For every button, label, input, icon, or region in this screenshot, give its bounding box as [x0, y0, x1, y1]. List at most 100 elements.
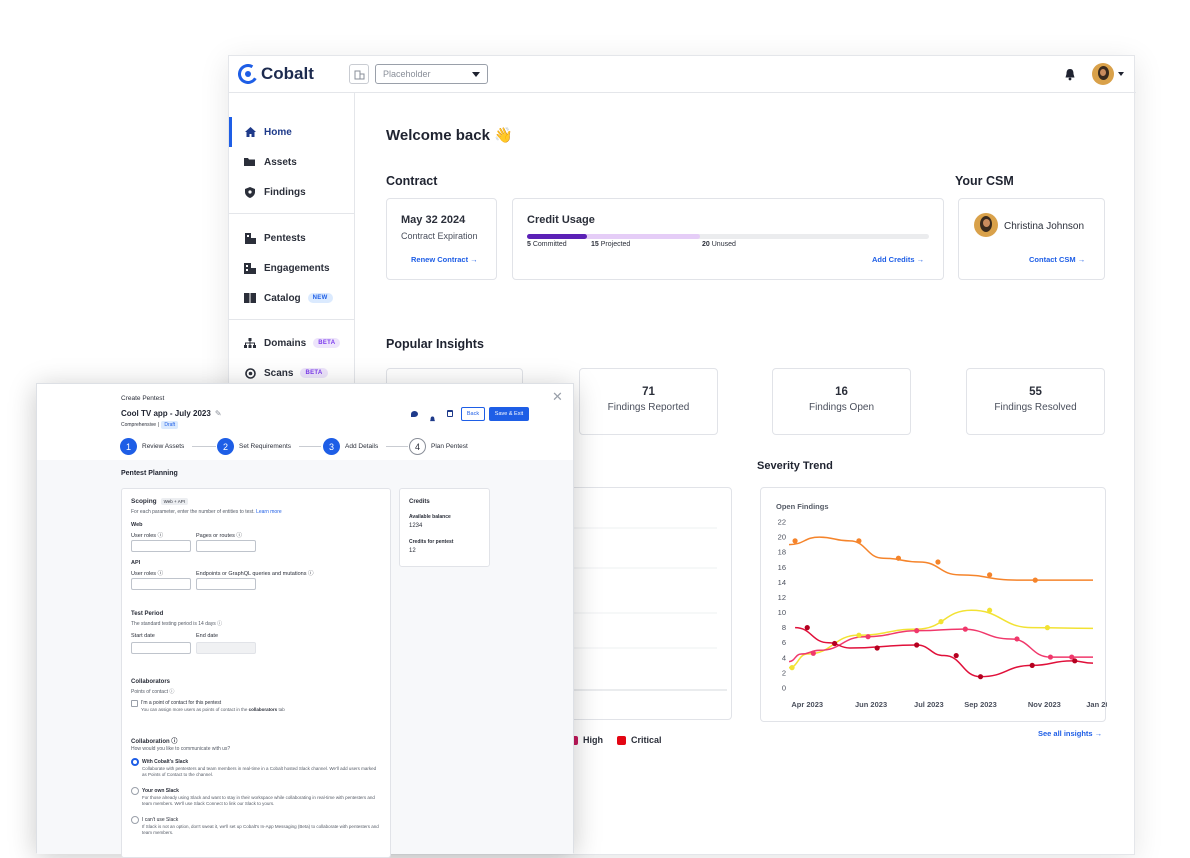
step-label: Add Details [345, 443, 379, 450]
y-tick-label: 0 [782, 684, 786, 693]
insight-card-resolved[interactable]: 55 Findings Resolved [966, 368, 1105, 435]
credits-for-pentest-value: 12 [409, 548, 416, 554]
csm-heading: Your CSM [955, 174, 1014, 188]
x-tick-label: Nov 2023 [1028, 700, 1061, 709]
credit-bar-committed [527, 234, 588, 239]
pentest-title: Cool TV app - July 2023 ✎ [121, 409, 222, 418]
sidebar-item-scans[interactable]: Scans BETA [229, 358, 354, 388]
sidebar-item-engagements[interactable]: Engagements [229, 253, 354, 283]
series-point [810, 650, 816, 656]
option-desc: If Slack is not an option, don't sweat i… [142, 824, 379, 835]
y-tick-label: 4 [782, 653, 786, 662]
beta-badge: BETA [313, 338, 341, 348]
credit-bar-projected [527, 234, 700, 239]
collaboration-desc: How would you like to communicate with u… [131, 746, 231, 752]
step-add-details[interactable]: 3 Add Details [323, 438, 378, 455]
sidebar-item-label: Home [264, 126, 292, 138]
radio-own-slack[interactable] [131, 787, 139, 795]
api-label: API [131, 560, 141, 566]
back-button[interactable]: Back [461, 407, 485, 421]
contact-csm-link[interactable]: Contact CSM → [1029, 255, 1086, 264]
credit-committed: 5 Committed [527, 241, 567, 248]
poc-checkbox[interactable] [131, 700, 138, 707]
trash-icon[interactable] [447, 410, 453, 417]
poc-checkbox-label: I'm a point of contact for this pentest [141, 700, 222, 706]
series-point [914, 642, 920, 648]
legend-label-critical: Critical [631, 735, 662, 745]
poc-desc-tail: tab [278, 707, 285, 712]
severity-trend-heading: Severity Trend [757, 460, 833, 472]
add-credits-link[interactable]: Add Credits → [872, 255, 925, 264]
planning-form: Scoping Web + API For each parameter, en… [121, 488, 391, 858]
endpoints-label: Endpoints or GraphQL queries and mutatio… [196, 571, 314, 577]
engagements-icon [244, 262, 256, 274]
csm-card: Christina Johnson Contact CSM → [958, 198, 1105, 280]
learn-more-link[interactable]: Learn more [256, 509, 282, 515]
step-review-assets[interactable]: 1 Review Assets [120, 438, 184, 455]
credit-usage-title: Credit Usage [527, 214, 595, 226]
step-plan-pentest[interactable]: 4 Plan Pentest [409, 438, 468, 455]
y-tick-label: 18 [778, 548, 786, 557]
credits-for-pentest-label: Credits for pentest [409, 539, 454, 545]
pages-input[interactable] [196, 540, 256, 552]
sidebar-item-pentests[interactable]: Pentests [229, 223, 354, 253]
sidebar-item-findings[interactable]: Findings [229, 177, 354, 207]
bell-icon[interactable] [1064, 68, 1076, 81]
save-exit-button[interactable]: Save & Exit [489, 407, 529, 421]
logo[interactable]: Cobalt [238, 64, 314, 84]
close-icon[interactable]: ✕ [552, 389, 563, 404]
scoping-desc: For each parameter, enter the number of … [131, 509, 282, 515]
sidebar-item-label: Engagements [264, 262, 330, 274]
sidebar-item-domains[interactable]: Domains BETA [229, 328, 354, 358]
radar-icon [244, 367, 256, 379]
insight-value: 16 [835, 386, 848, 398]
step-set-requirements[interactable]: 2 Set Requirements [217, 438, 291, 455]
chat-icon[interactable] [411, 411, 418, 417]
series-point [1047, 654, 1054, 660]
welcome-heading: Welcome back 👋 [386, 127, 513, 144]
y-tick-label: 10 [778, 608, 786, 617]
insight-card-open[interactable]: 16 Findings Open [772, 368, 911, 435]
bell-icon[interactable] [429, 410, 436, 422]
test-period-desc: The standard testing period is 14 days ⓘ [131, 621, 223, 627]
option-title: With Cobalt's Slack [142, 759, 189, 765]
collaboration-title: Collaboration ⓘ [131, 739, 178, 745]
avatar-chevron-icon[interactable] [1118, 72, 1124, 76]
severity-trend-chart: Open Findings 0 2 4 6 8 10 12 14 16 18 20 22 Apr 2023… [760, 487, 1119, 722]
api-user-roles-input[interactable] [131, 578, 191, 590]
planning-heading: Pentest Planning [121, 470, 178, 477]
edit-pencil-icon[interactable]: ✎ [214, 409, 222, 418]
start-date-input[interactable] [131, 642, 191, 654]
option-desc: For those already using Slack and want t… [142, 795, 375, 806]
radio-cobalt-slack[interactable] [131, 758, 139, 766]
sidebar-item-catalog[interactable]: Catalog NEW [229, 283, 354, 313]
avatar[interactable] [1092, 63, 1114, 85]
folder-icon [244, 156, 256, 168]
chevron-down-icon [472, 71, 480, 77]
insight-card-reported[interactable]: 71 Findings Reported [579, 368, 718, 435]
x-tick-label: Jul 2023 [914, 700, 944, 709]
radio-no-slack[interactable] [131, 816, 139, 824]
sidebar-item-assets[interactable]: Assets [229, 147, 354, 177]
poc-checkbox-desc: You can assign more users as points of c… [141, 707, 285, 713]
org-select[interactable]: Placeholder [375, 64, 488, 84]
series-point [865, 634, 871, 640]
sidebar-item-label: Findings [264, 186, 306, 198]
series-point [914, 628, 920, 634]
see-all-insights-link[interactable]: See all insights → [1038, 729, 1103, 738]
endpoints-input[interactable] [196, 578, 256, 590]
building-icon [349, 64, 369, 84]
series-point [953, 652, 959, 659]
start-date-label: Start date [131, 633, 155, 639]
y-tick-label: 12 [778, 593, 786, 602]
y-tick-label: 6 [782, 638, 786, 647]
sidebar-item-home[interactable]: Home [229, 117, 354, 147]
sidebar-item-label: Assets [264, 156, 297, 168]
step-label: Review Assets [142, 443, 185, 450]
user-roles-input[interactable] [131, 540, 191, 552]
collaborators-tab-link[interactable]: collaborators [248, 707, 278, 712]
scoping-title-text: Scoping [131, 498, 157, 505]
option-title: Your own Slack [142, 788, 179, 794]
renew-contract-link[interactable]: Renew Contract → [411, 255, 478, 264]
insight-label: Findings Open [808, 402, 875, 413]
